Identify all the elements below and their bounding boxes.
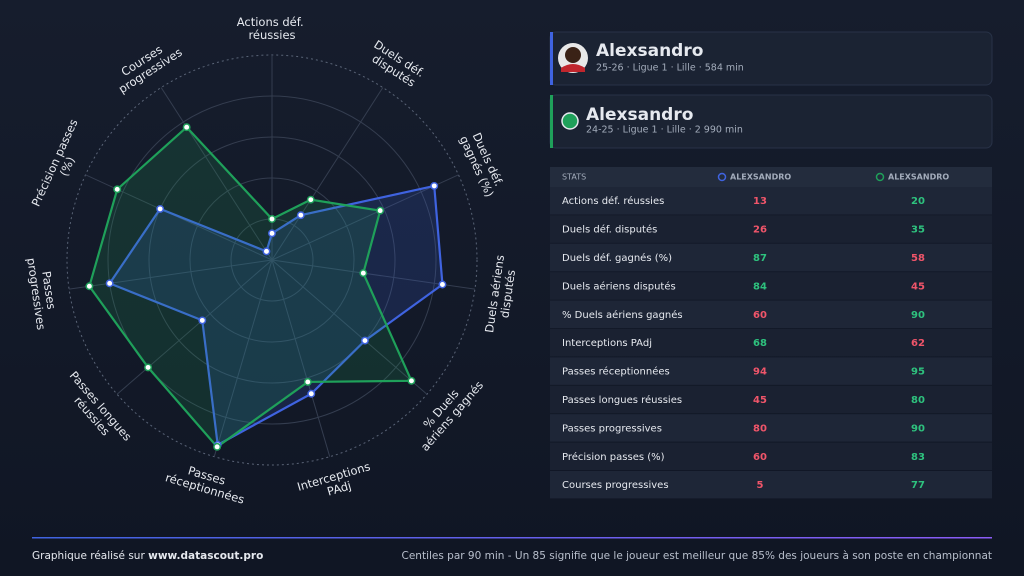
cell-value: 87 xyxy=(753,253,767,264)
data-point xyxy=(307,389,316,398)
player-subtitle: 25-26 · Ligue 1 · Lille · 584 min xyxy=(596,63,744,74)
data-point xyxy=(361,336,369,345)
card-accent xyxy=(550,95,553,148)
data-point xyxy=(306,195,315,204)
row-label: Courses progressives xyxy=(562,480,669,491)
data-point xyxy=(376,206,385,215)
spoke xyxy=(116,259,273,395)
table-row-bg xyxy=(550,357,992,385)
spoke xyxy=(69,259,273,290)
table-row-bg xyxy=(550,187,992,215)
cell-value: 62 xyxy=(911,338,925,349)
row-label: Interceptions PAdj xyxy=(562,338,652,349)
cell-value: 35 xyxy=(911,225,925,236)
data-point xyxy=(85,282,94,291)
data-point xyxy=(438,280,447,289)
table-header: ALEXSANDRO xyxy=(730,173,791,182)
spoke xyxy=(271,87,384,261)
cell-value: 20 xyxy=(911,196,925,207)
spoke xyxy=(213,259,273,457)
data-point xyxy=(268,229,276,238)
cell-value: 13 xyxy=(753,196,767,207)
table-row-bg xyxy=(550,471,992,499)
data-point xyxy=(296,211,305,220)
data-point xyxy=(144,363,153,372)
row-label: Précision passes (%) xyxy=(562,451,665,463)
footer-left: Graphique réalisé sur www.datascout.pro xyxy=(32,550,263,562)
table-row-bg xyxy=(550,442,992,470)
data-point xyxy=(113,185,122,194)
cell-value: 5 xyxy=(757,480,764,491)
spoke xyxy=(271,259,428,395)
table-row-bg xyxy=(550,243,992,272)
table-row-bg xyxy=(550,414,992,442)
table-row-bg xyxy=(550,215,992,243)
spoke xyxy=(160,87,273,261)
cell-value: 26 xyxy=(753,225,767,236)
spoke xyxy=(271,174,459,261)
axis-label: Actions déf. réussies xyxy=(237,14,308,41)
legend-dot xyxy=(875,172,885,182)
cell-value: 45 xyxy=(911,281,925,292)
legend-dot xyxy=(561,112,579,130)
cell-value: 68 xyxy=(753,338,767,349)
row-label: Duels déf. disputés xyxy=(562,224,657,236)
data-point xyxy=(213,442,222,451)
cell-value: 45 xyxy=(753,395,767,406)
data-point xyxy=(198,316,207,325)
player-name: Alexsandro xyxy=(596,41,703,61)
data-point xyxy=(105,279,114,288)
cell-value: 80 xyxy=(753,423,767,434)
legend-dot xyxy=(717,172,727,182)
table-row-bg xyxy=(550,300,992,328)
spoke xyxy=(271,259,331,457)
card-accent xyxy=(550,32,553,85)
cell-value: 80 xyxy=(911,395,925,406)
data-point xyxy=(182,123,191,132)
data-point xyxy=(156,204,165,213)
row-label: Duels déf. gagnés (%) xyxy=(562,252,672,264)
data-point xyxy=(262,247,271,256)
cell-value: 58 xyxy=(911,253,925,264)
table-header: STATS xyxy=(562,173,586,182)
cell-value: 60 xyxy=(753,310,767,321)
cell-value: 84 xyxy=(753,281,767,292)
footer-site: www.datascout.pro xyxy=(148,550,263,562)
cell-value: 95 xyxy=(911,367,925,378)
data-point xyxy=(359,269,368,278)
row-label: Passes progressives xyxy=(562,423,662,434)
footer-note: Centiles par 90 min - Un 85 signifie que… xyxy=(402,550,993,562)
data-point xyxy=(407,376,416,385)
row-label: Actions déf. réussies xyxy=(562,195,664,207)
cell-value: 94 xyxy=(753,367,767,378)
player-name: Alexsandro xyxy=(586,105,693,125)
player-subtitle: 24-25 · Ligue 1 · Lille · 2 990 min xyxy=(586,125,743,136)
cell-value: 83 xyxy=(911,452,925,463)
footer-text: Graphique réalisé sur xyxy=(32,550,145,562)
series-area xyxy=(88,125,414,449)
cell-value: 90 xyxy=(911,423,925,434)
row-label: Duels aériens disputés xyxy=(562,280,676,292)
cell-value: 90 xyxy=(911,310,925,321)
table-header-bg xyxy=(550,167,992,187)
row-label: Passes réceptionnées xyxy=(562,366,670,378)
row-label: % Duels aériens gagnés xyxy=(562,309,683,321)
data-point xyxy=(303,378,312,386)
table-header: ALEXSANDRO xyxy=(888,173,949,182)
row-label: Passes longues réussies xyxy=(562,394,682,406)
table-row-bg xyxy=(550,329,992,357)
data-point xyxy=(430,181,439,190)
series-area xyxy=(107,184,444,447)
cell-value: 77 xyxy=(911,480,925,491)
data-point xyxy=(268,215,276,223)
avatar-head xyxy=(565,47,581,63)
cell-value: 60 xyxy=(753,452,767,463)
avatar-shirt xyxy=(561,64,585,72)
table-row-bg xyxy=(550,385,992,414)
stats-table: STATS ALEXSANDRO ALEXSANDRO Actions déf. ré… xyxy=(550,167,992,499)
table-row-bg xyxy=(550,272,992,300)
footer-line xyxy=(32,537,992,539)
